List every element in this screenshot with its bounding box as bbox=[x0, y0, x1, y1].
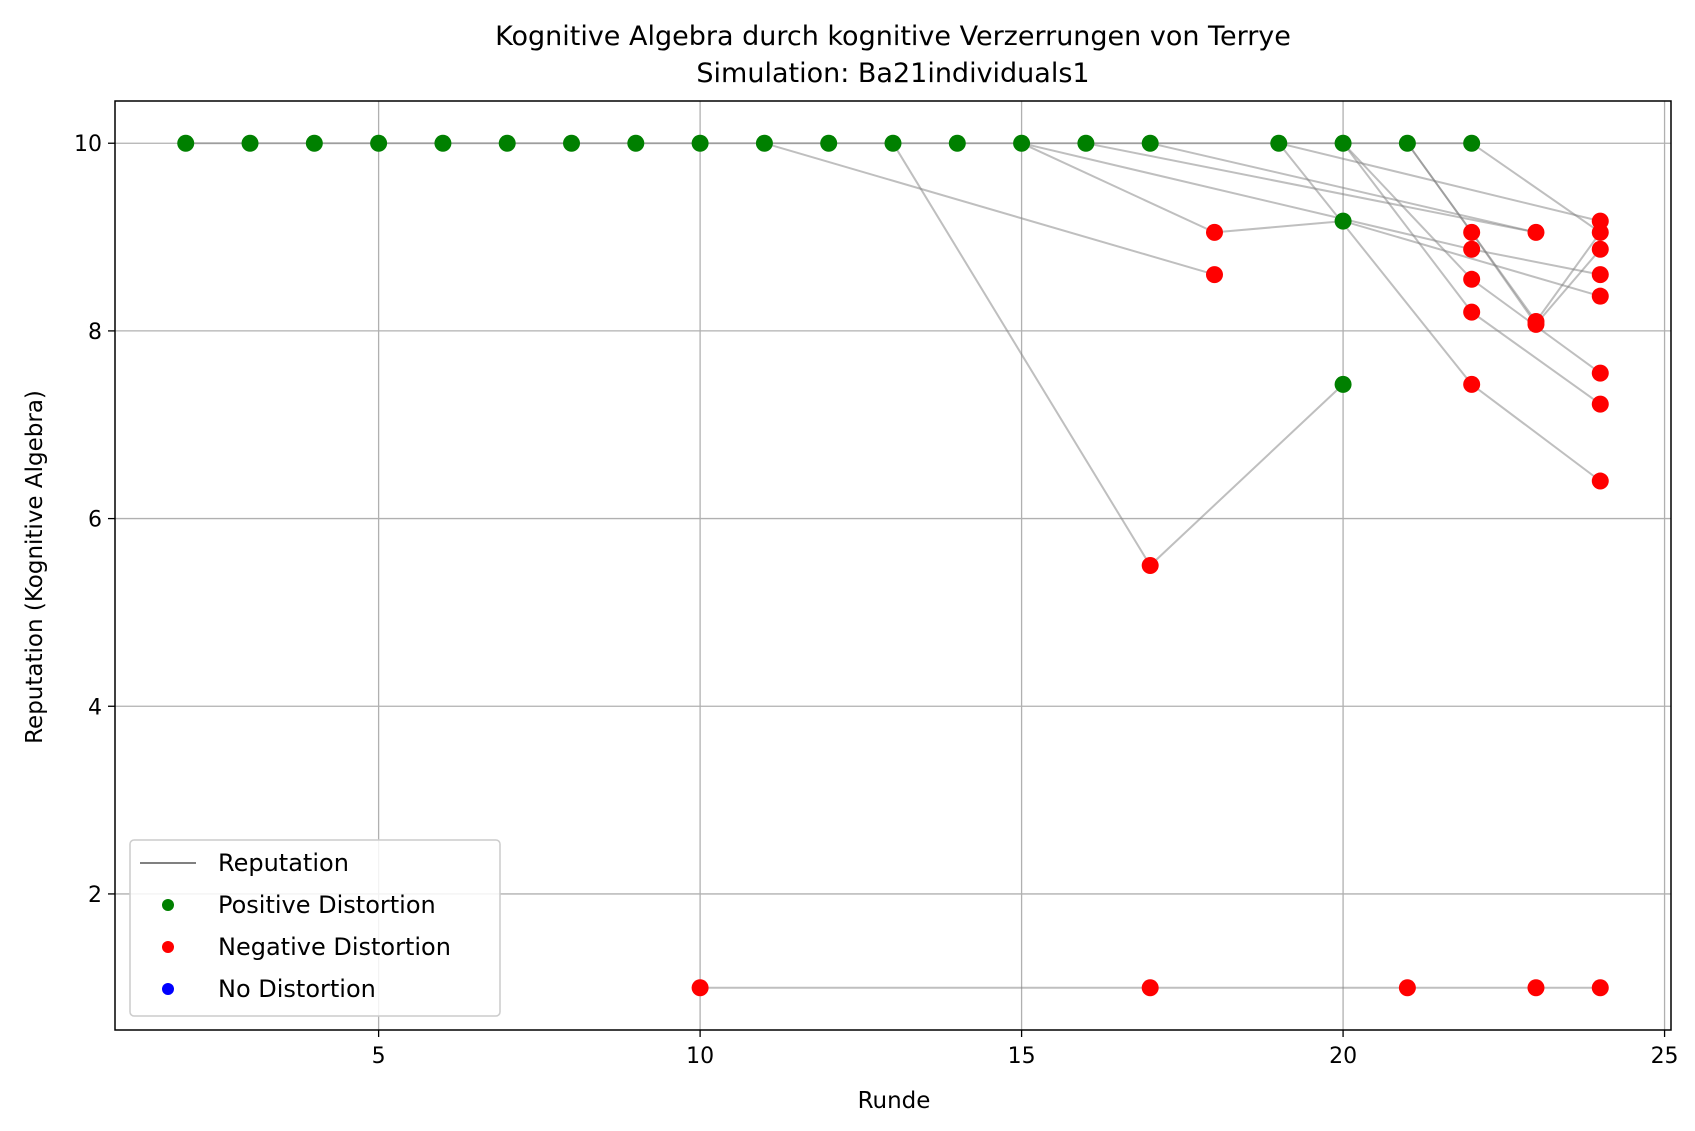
y-tick-label: 4 bbox=[88, 695, 102, 720]
negative-distortion-point bbox=[1591, 395, 1609, 413]
legend-entry-label: Negative Distortion bbox=[218, 933, 451, 961]
positive-distortion-point bbox=[627, 134, 645, 152]
negative-distortion-point bbox=[1527, 979, 1545, 997]
negative-distortion-point bbox=[1463, 270, 1481, 288]
reputation-line bbox=[1021, 142, 1601, 298]
reputation-line bbox=[1278, 142, 1601, 223]
distortion-points bbox=[177, 134, 1609, 997]
legend-entry-label: No Distortion bbox=[218, 975, 376, 1003]
x-tick-label: 25 bbox=[1651, 1044, 1679, 1069]
y-tick-label: 2 bbox=[88, 883, 102, 908]
negative-distortion-point bbox=[1591, 287, 1609, 305]
positive-distortion-point bbox=[948, 134, 966, 152]
negative-distortion-point bbox=[1141, 557, 1159, 574]
legend-dot-swatch bbox=[162, 983, 174, 995]
x-axis-label: Runde bbox=[858, 1088, 931, 1114]
negative-distortion-point bbox=[1591, 472, 1609, 490]
x-tick-label: 15 bbox=[1008, 1044, 1036, 1069]
positive-distortion-point bbox=[1334, 375, 1352, 393]
chart-subtitle: Simulation: Ba21individuals1 bbox=[696, 58, 1089, 89]
legend-dot-swatch bbox=[162, 941, 174, 953]
negative-distortion-point bbox=[1205, 266, 1223, 284]
y-axis-label: Reputation (Kognitive Algebra) bbox=[22, 390, 48, 744]
positive-distortion-point bbox=[305, 134, 323, 152]
positive-distortion-point bbox=[1013, 134, 1031, 152]
legend-box bbox=[129, 839, 501, 1017]
negative-distortion-point bbox=[1591, 979, 1609, 997]
positive-distortion-point bbox=[1334, 212, 1352, 230]
legend: Reputation Positive Distortion Negative Di… bbox=[129, 839, 501, 1017]
reputation-line bbox=[185, 142, 1601, 234]
positive-distortion-point bbox=[884, 134, 902, 152]
x-tick-label: 5 bbox=[372, 1044, 386, 1069]
reputation-line bbox=[1406, 142, 1602, 326]
x-tick-label: 20 bbox=[1329, 1044, 1357, 1069]
negative-distortion-point bbox=[1463, 375, 1481, 393]
legend-entry-label: Reputation bbox=[218, 849, 349, 877]
positive-distortion-point bbox=[1141, 134, 1159, 152]
chart-title: Kognitive Algebra durch kognitive Verzer… bbox=[495, 21, 1291, 52]
positive-distortion-point bbox=[434, 134, 452, 152]
negative-distortion-point bbox=[1141, 979, 1159, 997]
negative-distortion-point bbox=[1398, 979, 1416, 997]
axis-ticks: 5 10 15 20 25 2 4 6 8 10 bbox=[74, 132, 1679, 1069]
negative-distortion-point bbox=[1205, 223, 1223, 241]
positive-distortion-point bbox=[177, 134, 195, 152]
positive-distortion-point bbox=[1463, 134, 1481, 152]
plot-frame bbox=[114, 100, 1672, 1031]
positive-distortion-point bbox=[241, 134, 259, 152]
negative-distortion-point bbox=[1527, 315, 1545, 333]
positive-distortion-point bbox=[498, 134, 516, 152]
legend-dot-swatch bbox=[162, 899, 174, 911]
legend-entry-label: Positive Distortion bbox=[218, 891, 436, 919]
positive-distortion-point bbox=[820, 134, 838, 152]
negative-distortion-point bbox=[1591, 266, 1609, 284]
negative-distortion-point bbox=[1463, 303, 1481, 321]
negative-distortion-point bbox=[1463, 223, 1481, 241]
positive-distortion-point bbox=[1334, 134, 1352, 152]
y-tick-label: 8 bbox=[88, 320, 102, 345]
positive-distortion-point bbox=[563, 134, 581, 152]
y-tick-label: 6 bbox=[88, 508, 102, 533]
negative-distortion-point bbox=[1591, 223, 1609, 241]
positive-distortion-point bbox=[755, 134, 773, 152]
y-tick-label: 10 bbox=[74, 132, 102, 157]
positive-distortion-point bbox=[1398, 134, 1416, 152]
x-tick-label: 10 bbox=[686, 1044, 714, 1069]
negative-distortion-point bbox=[1463, 240, 1481, 258]
reputation-line bbox=[764, 142, 1215, 276]
positive-distortion-point bbox=[370, 134, 388, 152]
reputation-line bbox=[1149, 142, 1537, 234]
positive-distortion-point bbox=[691, 134, 709, 152]
negative-distortion-point bbox=[1527, 223, 1545, 241]
positive-distortion-point bbox=[1270, 134, 1288, 152]
positive-distortion-point bbox=[1077, 134, 1095, 152]
negative-distortion-point bbox=[1591, 240, 1609, 258]
negative-distortion-point bbox=[1591, 364, 1609, 382]
negative-distortion-point bbox=[691, 979, 709, 997]
